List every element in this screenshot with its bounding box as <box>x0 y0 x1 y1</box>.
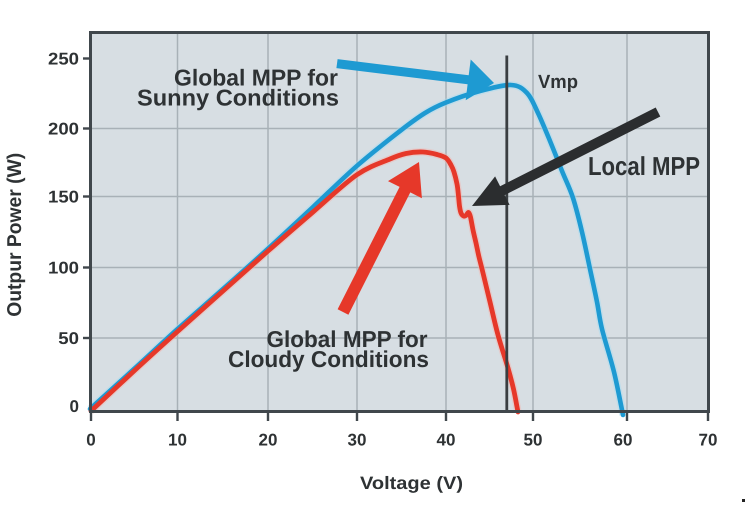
svg-text:150: 150 <box>48 188 79 207</box>
svg-text:10: 10 <box>168 431 187 450</box>
svg-text:200: 200 <box>48 120 79 139</box>
svg-text:60: 60 <box>614 431 633 450</box>
svg-text:Vmp: Vmp <box>538 72 578 93</box>
svg-text:250: 250 <box>48 50 79 69</box>
svg-text:100: 100 <box>48 259 79 278</box>
svg-text:Global MPP for: Global MPP for <box>267 326 428 352</box>
svg-text:70: 70 <box>699 431 718 450</box>
svg-text:Sunny Conditions: Sunny Conditions <box>137 85 339 111</box>
svg-text:50: 50 <box>58 329 79 348</box>
svg-text:Voltage (V): Voltage (V) <box>360 473 463 493</box>
svg-text:Cloudy Conditions: Cloudy Conditions <box>228 346 429 372</box>
svg-text:0: 0 <box>70 397 79 416</box>
svg-text:20: 20 <box>259 431 278 450</box>
svg-text:0: 0 <box>86 431 95 450</box>
svg-text:50: 50 <box>524 431 543 450</box>
svg-text:Local MPP: Local MPP <box>588 151 700 181</box>
svg-text:Outpur Power (W): Outpur Power (W) <box>4 153 26 317</box>
svg-text:30: 30 <box>348 431 367 450</box>
svg-text:Global MPP for: Global MPP for <box>174 65 338 91</box>
svg-text:40: 40 <box>437 431 456 450</box>
